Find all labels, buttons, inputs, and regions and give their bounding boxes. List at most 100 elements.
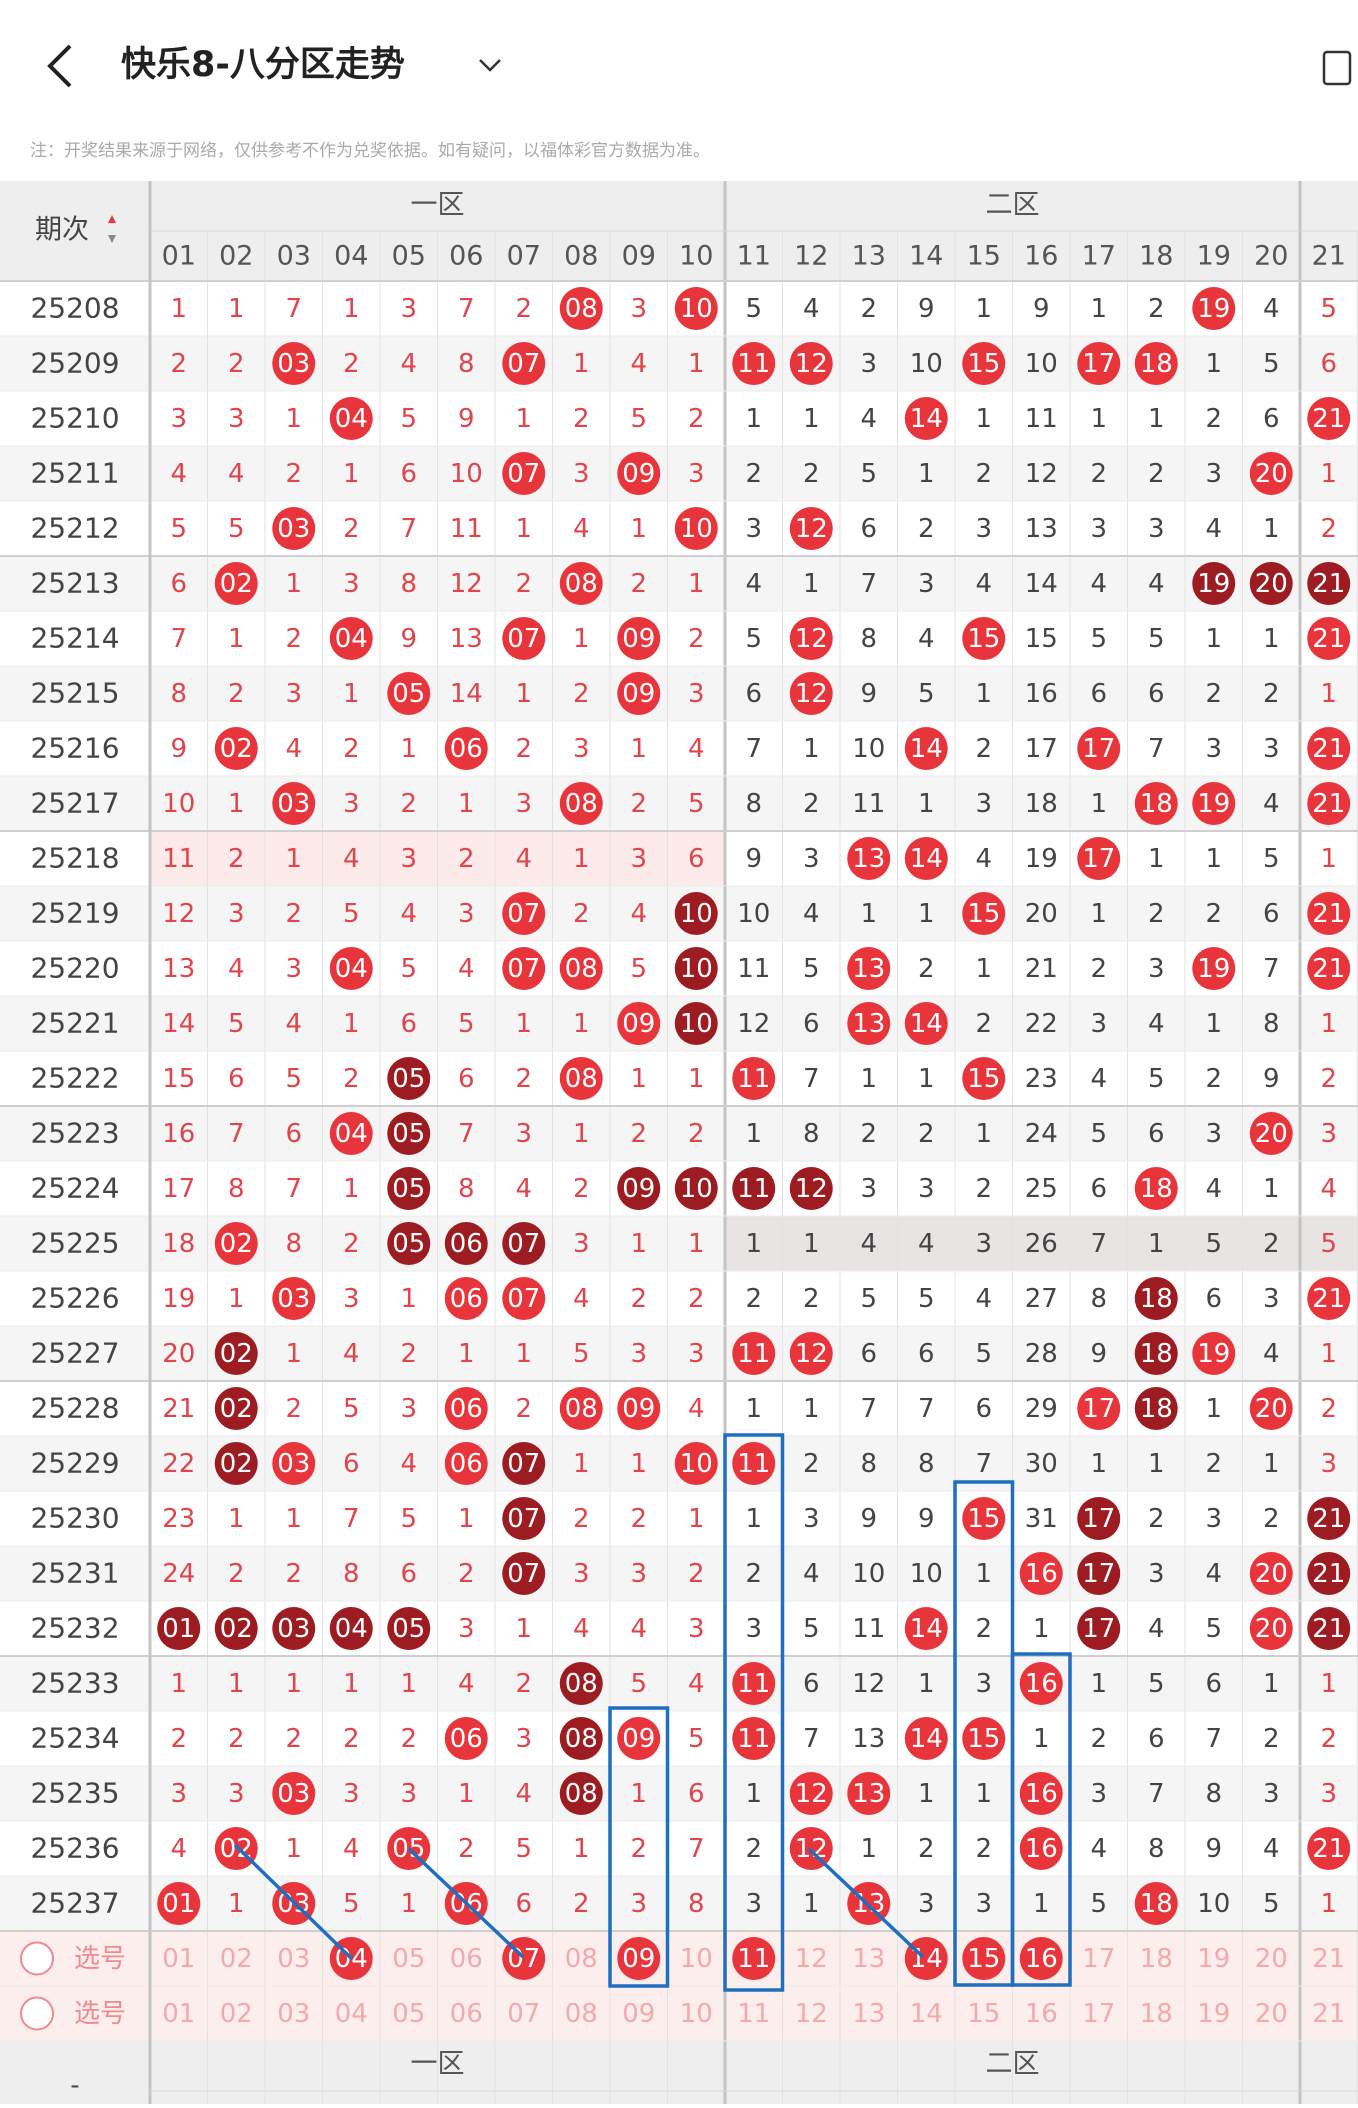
cell-number: 1 xyxy=(228,1669,245,1699)
period: 25222 xyxy=(30,1062,119,1095)
cell-number: 1 xyxy=(1320,1009,1337,1039)
cell-number: 21 xyxy=(1025,954,1058,984)
cell-number: 3 xyxy=(860,1174,877,1204)
cell-number: 3 xyxy=(170,1779,187,1809)
cell-number: 5 xyxy=(170,514,187,544)
cell-number: 1 xyxy=(803,404,820,434)
number-ball xyxy=(962,1057,1006,1100)
ball-number: 18 xyxy=(1140,1394,1173,1424)
cell-number: 12 xyxy=(1025,459,1058,489)
cell-number: 2 xyxy=(515,569,532,599)
cell-number: 7 xyxy=(1090,1229,1107,1259)
footer-period: - xyxy=(70,2071,79,2101)
cell-number: 1 xyxy=(630,1779,647,1809)
period: 25221 xyxy=(30,1007,119,1040)
cell-number: 1 xyxy=(918,899,935,929)
number-ball xyxy=(387,672,431,715)
ball-number: 03 xyxy=(277,1449,310,1479)
title-dropdown[interactable] xyxy=(479,59,501,72)
number-ball xyxy=(1192,782,1236,825)
row-bg xyxy=(0,611,1358,666)
ball-number: 09 xyxy=(622,1944,655,1974)
layout-toggle[interactable] xyxy=(1322,50,1352,86)
cell-number: 6 xyxy=(285,1119,302,1149)
cell-number: 5 xyxy=(860,459,877,489)
cell-number: 2 xyxy=(458,1559,475,1589)
cell-number: 1 xyxy=(975,1119,992,1149)
cell-number: 4 xyxy=(860,404,877,434)
ball-number: 08 xyxy=(565,1724,598,1754)
ball-number: 10 xyxy=(680,1449,713,1479)
cell-number: 1 xyxy=(1033,1724,1050,1754)
number-ball xyxy=(1077,342,1121,385)
number-ball xyxy=(1249,1552,1293,1595)
cell-number: 1 xyxy=(918,1669,935,1699)
cell-number: 1 xyxy=(1033,1614,1050,1644)
cell-number: 2 xyxy=(343,349,360,379)
ball-number: 21 xyxy=(1312,1834,1345,1864)
cell-number: 2 xyxy=(1263,1229,1280,1259)
cell-number: 3 xyxy=(515,789,532,819)
cell-number: 4 xyxy=(975,569,992,599)
number-ball xyxy=(904,727,948,770)
cell-number: 1 xyxy=(1263,1449,1280,1479)
cell-number: 02 xyxy=(220,1944,253,1974)
cell-number: 3 xyxy=(573,459,590,489)
ball-number: 02 xyxy=(220,1339,253,1369)
cell-number: 8 xyxy=(1148,1834,1165,1864)
ball-number: 17 xyxy=(1082,1614,1115,1644)
cell-number: 5 xyxy=(1090,1889,1107,1919)
cell-number: 2 xyxy=(343,734,360,764)
cell-number: 2 xyxy=(1205,1064,1222,1094)
select-checkbox[interactable] xyxy=(20,1996,54,2031)
cell-number: 1 xyxy=(400,734,417,764)
number-ball xyxy=(674,287,718,330)
number-ball xyxy=(904,837,948,880)
number-ball xyxy=(617,1387,661,1430)
ball-number: 02 xyxy=(220,1394,253,1424)
cell-number: 4 xyxy=(573,514,590,544)
back-button[interactable] xyxy=(47,44,72,88)
ball-number: 06 xyxy=(450,1284,483,1314)
ball-number: 21 xyxy=(1312,954,1345,984)
period: 25213 xyxy=(30,567,119,600)
number-ball xyxy=(1192,947,1236,990)
cell-number: 1 xyxy=(1320,1339,1337,1369)
cell-number: 3 xyxy=(573,1229,590,1259)
number-ball xyxy=(1307,617,1351,660)
cell-number: 4 xyxy=(400,899,417,929)
cell-number: 8 xyxy=(170,679,187,709)
period: 25212 xyxy=(30,512,119,545)
cell-number: 12 xyxy=(737,1009,770,1039)
cell-number: 6 xyxy=(860,1339,877,1369)
cell-number: 2 xyxy=(573,679,590,709)
cell-number: 1 xyxy=(1090,404,1107,434)
cell-number: 13 xyxy=(162,954,195,984)
number-ball xyxy=(502,617,546,660)
cell-number: 1 xyxy=(975,1559,992,1589)
select-label: 选号 xyxy=(74,1999,126,2029)
cell-number: 2 xyxy=(400,1339,417,1369)
ball-number: 15 xyxy=(967,1504,1000,1534)
cell-number: 2 xyxy=(688,624,705,654)
period: 25234 xyxy=(30,1722,119,1755)
cell-number: 2 xyxy=(745,459,762,489)
cell-number: 6 xyxy=(343,1449,360,1479)
number-ball xyxy=(1019,1662,1063,1705)
cell-number: 1 xyxy=(573,1449,590,1479)
cell-number: 2 xyxy=(1090,459,1107,489)
cell-number: 2 xyxy=(1205,404,1222,434)
cell-number: 1 xyxy=(1205,349,1222,379)
cell-number: 2 xyxy=(400,789,417,819)
ball-number: 12 xyxy=(795,679,828,709)
cell-number: 24 xyxy=(1025,1119,1058,1149)
cell-number: 9 xyxy=(860,1504,877,1534)
ball-number: 13 xyxy=(852,954,885,984)
select-checkbox[interactable] xyxy=(20,1941,54,1976)
cell-number: 6 xyxy=(458,1064,475,1094)
cell-number: 3 xyxy=(918,1174,935,1204)
cell-number: 7 xyxy=(1205,1724,1222,1754)
cell-number: 3 xyxy=(688,1339,705,1369)
cell-number: 3 xyxy=(458,899,475,929)
period: 25208 xyxy=(30,292,119,325)
